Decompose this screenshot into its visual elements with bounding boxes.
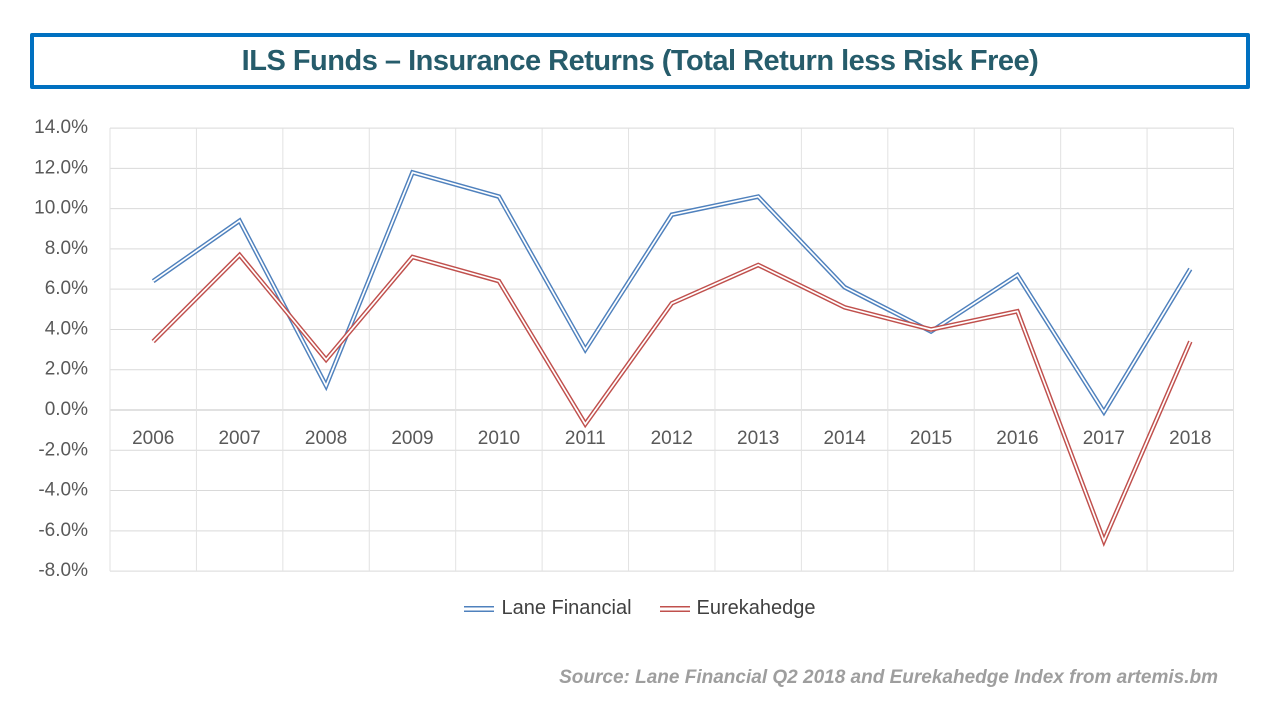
x-axis-tick-label: 2017 <box>1083 428 1125 449</box>
series-line-core-eurekahedge <box>152 253 1192 544</box>
y-axis-tick-label: -4.0% <box>38 480 88 501</box>
y-axis-tick-label: -2.0% <box>38 439 88 460</box>
y-axis-tick-label: -8.0% <box>38 560 88 581</box>
x-axis-tick-label: 2007 <box>218 428 260 449</box>
x-axis-tick-label: 2010 <box>478 428 520 449</box>
x-axis-tick-label: 2011 <box>565 428 606 449</box>
series-line-eurekahedge <box>151 251 1193 548</box>
chart-legend: Lane Financial Eurekahedge <box>0 597 1280 620</box>
legend-label-eurekahedge: Eurekahedge <box>696 597 816 619</box>
y-axis-tick-label: 4.0% <box>45 318 88 339</box>
y-axis-tick-label: -6.0% <box>38 520 88 541</box>
legend-item-lane-financial: Lane Financial <box>464 597 632 620</box>
x-axis-tick-label: 2015 <box>910 428 952 449</box>
y-axis-tick-label: 0.0% <box>45 399 88 420</box>
legend-item-eurekahedge: Eurekahedge <box>659 597 816 620</box>
y-axis-tick-label: 14.0% <box>34 117 88 138</box>
line-chart: 14.0% 12.0% 10.0% 8.0% 6.0% 4.0% 2.0% 0.0% -2.0%… <box>34 117 1234 581</box>
x-axis-tick-label: 2009 <box>391 428 433 449</box>
x-axis-tick-label: 2008 <box>305 428 347 449</box>
source-note: Source: Lane Financial Q2 2018 and Eurek… <box>559 667 1218 688</box>
x-axis-tick-label: 2014 <box>823 428 866 449</box>
x-axis-tick-label: 2006 <box>132 428 174 449</box>
x-axis-tick-label: 2012 <box>651 428 693 449</box>
y-axis-tick-label: 12.0% <box>34 157 88 178</box>
legend-line-marker-eurekahedge <box>659 605 690 612</box>
y-axis-tick-label: 8.0% <box>45 238 88 259</box>
x-axis-tick-label: 2018 <box>1169 428 1211 449</box>
y-axis-tick-label: 10.0% <box>34 198 88 219</box>
chart-title-box: ILS Funds – Insurance Returns (Total Ret… <box>30 33 1250 89</box>
legend-line-marker-lane-financial <box>464 605 495 612</box>
series-line-core-lane-financial <box>152 171 1192 414</box>
chart-title: ILS Funds – Insurance Returns (Total Ret… <box>241 44 1039 77</box>
x-axis-tick-label: 2016 <box>996 428 1038 449</box>
y-axis-tick-label: 2.0% <box>45 359 88 380</box>
legend-label-lane-financial: Lane Financial <box>501 597 632 619</box>
y-axis-tick-label: 6.0% <box>45 278 88 299</box>
x-axis-tick-label: 2013 <box>737 428 779 449</box>
